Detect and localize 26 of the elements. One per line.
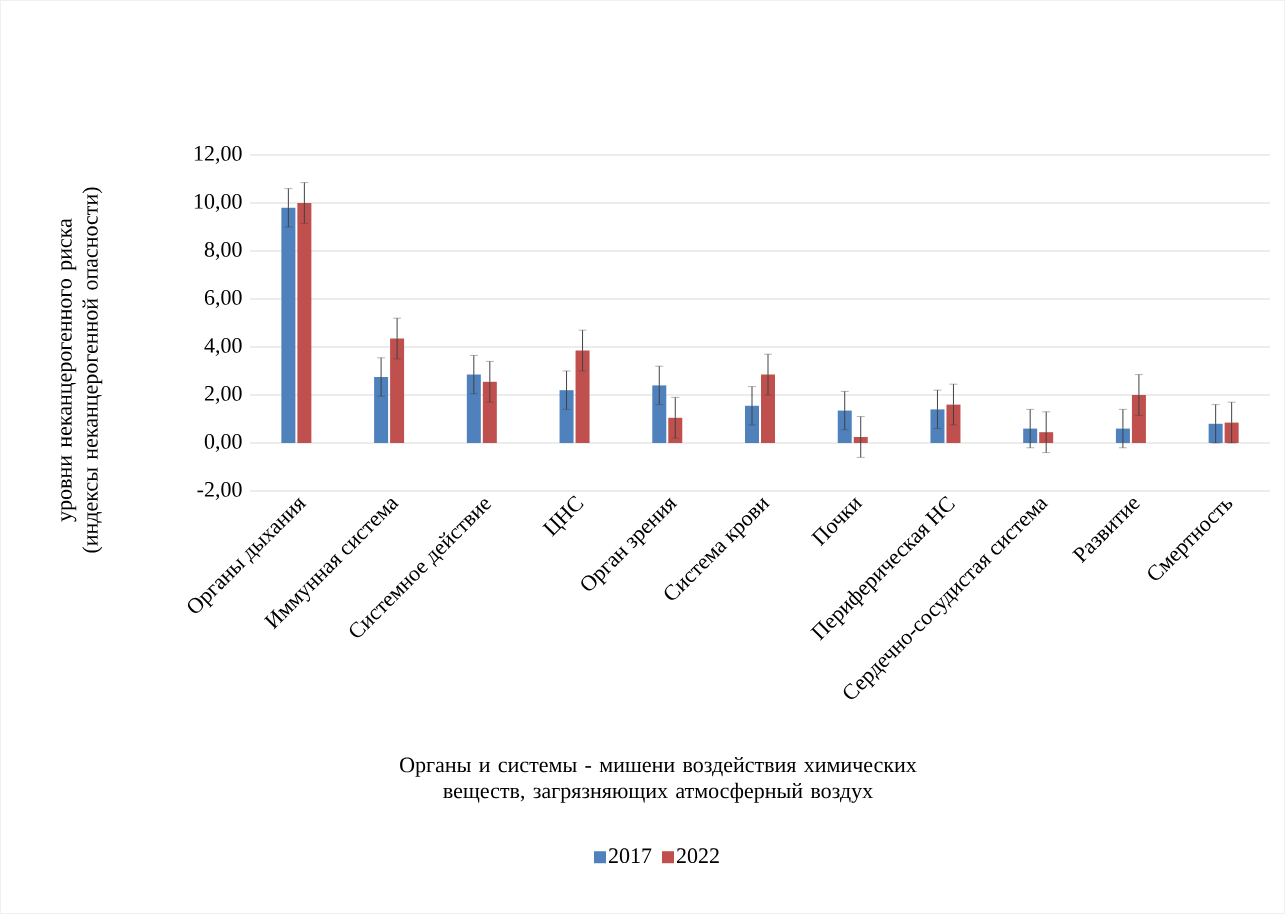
y-tick-label: 12,00 xyxy=(194,145,242,164)
y-tick-label: 8,00 xyxy=(204,241,242,260)
y-tick-label: 6,00 xyxy=(204,289,242,308)
y-tick-label: 10,00 xyxy=(194,193,242,212)
legend-label: 2022 xyxy=(676,848,719,864)
bar xyxy=(853,436,868,443)
legend-label: 2017 xyxy=(608,848,652,864)
bar xyxy=(374,376,389,443)
bar xyxy=(482,381,497,443)
bar xyxy=(466,374,481,443)
x-axis-title: Органы и системы - мишени воздействия химических веществ, загрязняющих атмосферный воздух xyxy=(400,757,917,803)
y-axis-title: уровни неканцерогенного риска (индексы неканцерогенной опасности) xyxy=(61,187,103,553)
bar xyxy=(575,350,590,443)
bar xyxy=(1039,432,1054,443)
y-tick-label: 2,00 xyxy=(204,385,242,404)
y-tick-label: 4,00 xyxy=(204,337,242,356)
bar xyxy=(297,202,312,443)
bar xyxy=(652,385,667,443)
bar xyxy=(761,374,776,443)
y-tick-label: -2,00 xyxy=(197,481,242,500)
bar xyxy=(1131,394,1146,443)
bar xyxy=(559,390,574,443)
bar xyxy=(281,207,296,443)
bar xyxy=(390,338,405,443)
y-tick-label: 0,00 xyxy=(204,433,242,452)
bar xyxy=(1023,428,1038,443)
